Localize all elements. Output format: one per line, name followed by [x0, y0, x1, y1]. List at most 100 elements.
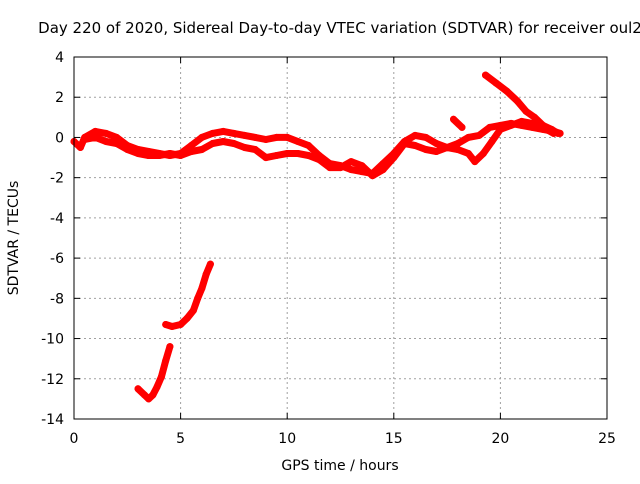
data-point — [503, 87, 511, 95]
data-point — [347, 166, 355, 174]
data-point — [411, 131, 419, 139]
data-point — [294, 150, 302, 157]
data-point — [522, 107, 530, 115]
data-point — [283, 150, 291, 157]
data-point — [157, 373, 165, 381]
chart-title: Day 220 of 2020, Sidereal Day-to-day VTE… — [38, 19, 640, 37]
y-tick-label: 4 — [55, 50, 64, 66]
data-point — [283, 133, 291, 141]
data-point — [411, 142, 419, 149]
data-point — [241, 131, 249, 139]
data-point — [123, 146, 131, 153]
data-point — [273, 152, 280, 159]
data-point — [458, 123, 466, 131]
data-point — [241, 144, 249, 151]
y-tick-label: -12 — [41, 372, 64, 388]
data-point — [539, 121, 547, 129]
data-point — [518, 117, 526, 125]
data-point — [315, 156, 323, 164]
data-point — [486, 123, 494, 131]
y-axis-label: SDTVAR / TECUs — [6, 181, 22, 296]
data-point — [162, 321, 170, 328]
data-point — [166, 343, 174, 351]
data-point — [230, 129, 238, 137]
data-point — [187, 142, 195, 149]
data-point — [471, 158, 479, 166]
data-point — [531, 113, 538, 121]
data-point — [183, 314, 191, 322]
data-point — [251, 146, 259, 153]
y-tick-label: -14 — [41, 412, 64, 428]
data-point — [187, 148, 195, 155]
data-point — [198, 146, 206, 153]
data-point — [177, 152, 185, 159]
data-point — [194, 294, 202, 302]
data-layer — [70, 71, 564, 403]
data-point — [219, 138, 227, 145]
data-point — [166, 150, 174, 157]
data-point — [479, 150, 487, 157]
data-point — [294, 138, 302, 145]
x-tick-label: 25 — [598, 431, 616, 447]
data-point — [432, 148, 440, 155]
data-point — [554, 129, 562, 137]
data-point — [219, 127, 227, 135]
y-tick-label: 0 — [55, 130, 64, 146]
data-point — [390, 154, 398, 162]
data-point — [149, 391, 157, 399]
data-point — [475, 131, 483, 139]
data-point — [155, 152, 163, 159]
x-tick-label: 0 — [70, 431, 79, 447]
data-point — [514, 97, 521, 105]
data-point — [262, 136, 270, 143]
data-point — [432, 140, 440, 147]
data-point — [422, 133, 430, 141]
plot-frame — [73, 56, 608, 420]
data-point — [145, 152, 153, 159]
data-point — [369, 172, 376, 180]
data-point — [230, 140, 238, 147]
data-point — [401, 140, 408, 147]
data-point — [251, 133, 259, 141]
x-tick-label: 5 — [176, 431, 185, 447]
x-axis-label: GPS time / hours — [281, 458, 398, 474]
data-point — [454, 146, 462, 153]
data-point — [548, 125, 556, 133]
data-point — [206, 260, 214, 268]
data-point — [162, 357, 170, 365]
data-point — [113, 133, 121, 141]
data-point — [91, 133, 99, 141]
data-point — [450, 115, 457, 123]
data-point — [76, 144, 84, 151]
data-point — [177, 321, 185, 328]
y-tick-label: -4 — [50, 211, 64, 227]
y-tick-label: -10 — [41, 332, 64, 348]
x-tick-label: 15 — [385, 431, 403, 447]
data-point — [209, 129, 217, 137]
x-tick-label: 20 — [491, 431, 509, 447]
data-point — [379, 166, 387, 174]
data-point — [262, 154, 270, 162]
data-point — [496, 125, 504, 133]
axes: 0 5 10 15 20 25 -14 -12 -10 -8 -6 -4 -2 0 2 4 — [41, 50, 616, 447]
data-point — [464, 133, 472, 141]
data-point — [202, 270, 210, 278]
data-point — [464, 150, 472, 157]
data-point — [337, 164, 344, 172]
x-tick-label: 10 — [278, 431, 296, 447]
data-point — [482, 71, 489, 79]
data-point — [168, 323, 176, 330]
data-point — [134, 385, 142, 393]
data-point — [305, 142, 312, 149]
data-point — [153, 383, 161, 391]
data-point — [113, 140, 121, 147]
y-tick-label: 2 — [55, 90, 64, 106]
y-tick-label: -6 — [50, 251, 64, 267]
series-line-track-b — [81, 117, 558, 180]
data-point — [198, 133, 206, 141]
data-point — [102, 129, 110, 137]
data-point — [189, 306, 197, 314]
